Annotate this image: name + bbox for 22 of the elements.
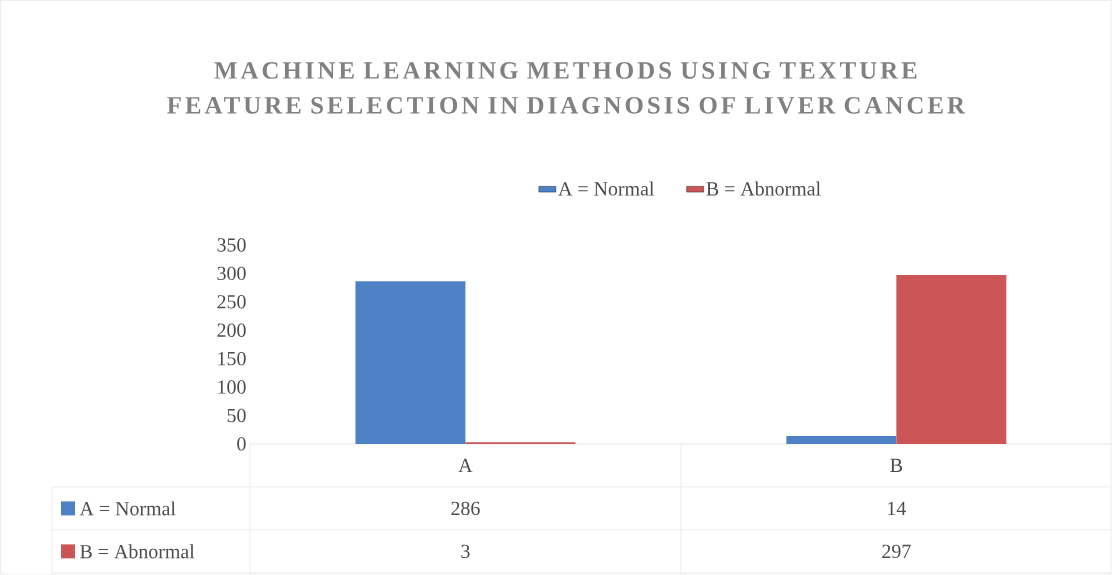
y-tick-label: 100 — [218, 380, 246, 394]
data-label: 14 — [888, 501, 906, 516]
y-tick-label: 250 — [217, 295, 246, 309]
chart-title: MACHINE LEARNING METHODS USING TEXTURE FEATURE SELECTION IN DIAGNOSIS OF LIVER CANCER — [167, 62, 966, 114]
text: B = Abnormal — [80, 544, 195, 559]
text: A = Normal — [79, 501, 176, 516]
y-tick-label: 50 — [227, 408, 246, 423]
x-tick-label: B — [890, 458, 902, 473]
data-label: 286 — [451, 501, 480, 516]
bar — [786, 436, 897, 444]
bar — [896, 275, 1007, 444]
y-tick-label: 150 — [218, 351, 246, 366]
legend-label: B = Abnormal — [706, 181, 821, 196]
data-label: 3 — [461, 544, 470, 559]
legend-label: A = Normal — [558, 181, 655, 196]
y-tick-label: 350 — [217, 238, 246, 252]
y-tick-label: 300 — [217, 266, 246, 281]
data-label: 297 — [882, 544, 911, 559]
x-tick-label: A — [458, 458, 473, 473]
y-tick-label: 0 — [237, 437, 246, 451]
y-tick-label: 200 — [217, 323, 246, 337]
bar — [355, 281, 466, 444]
